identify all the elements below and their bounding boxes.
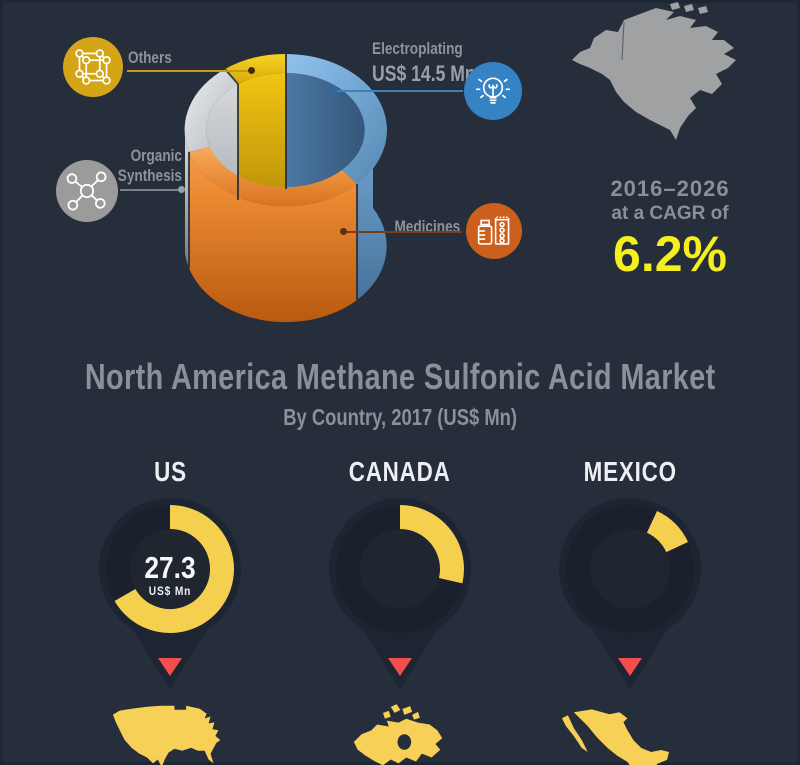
molecule-icon xyxy=(66,171,107,211)
gauge-arc xyxy=(399,505,464,584)
mexico-map xyxy=(561,709,670,765)
page-subtitle: By Country, 2017 (US$ Mn) xyxy=(283,404,517,430)
gauge-center-disc xyxy=(591,530,669,608)
gauge-pin-mexico xyxy=(559,498,701,689)
segment-seams xyxy=(188,54,358,300)
gauge-arc xyxy=(646,510,689,553)
gauge-center-disc xyxy=(131,530,209,608)
organic-synthesis-connector-line xyxy=(120,189,180,191)
page-title: North America Methane Sulfonic Acid Mark… xyxy=(84,356,716,397)
us-map xyxy=(112,705,221,765)
electroplating-label-block: Electroplating US$ 14.5 Mn xyxy=(372,39,476,87)
country-label-us: US xyxy=(153,456,187,487)
medicines-connector-line xyxy=(346,231,462,233)
cagr-callout: 2016–2026 at a CAGR of 6.2% xyxy=(575,176,765,279)
segment-others-inner-wall xyxy=(238,72,286,200)
medicines-label: Medicines xyxy=(394,217,461,236)
gauge-arc xyxy=(114,505,234,633)
gauge-unit: US$ Mn xyxy=(149,585,191,598)
segment-organic-cap xyxy=(184,69,238,152)
electroplating-icon-badge xyxy=(464,62,522,120)
canada-map xyxy=(353,704,443,765)
pin-pointer-triangle xyxy=(618,658,642,676)
pin-tail xyxy=(128,622,212,689)
pin-pointer-triangle xyxy=(388,658,412,676)
segment-medicines-wall xyxy=(189,152,357,323)
ring-chart-3d xyxy=(184,53,387,323)
gauge-track xyxy=(566,505,694,633)
organic-synthesis-icon-badge xyxy=(56,160,118,222)
segment-medicines-cap xyxy=(189,147,357,207)
medicines-icon-badge xyxy=(466,203,522,259)
lightbulb-icon xyxy=(476,77,510,104)
segment-electroplating-cap xyxy=(286,54,387,184)
hudson-bay-cutout xyxy=(397,734,412,750)
cagr-lead-text: at a CAGR of xyxy=(611,203,729,224)
molecule-cube-icon xyxy=(75,49,111,85)
country-label-canada: CANADA xyxy=(349,456,451,487)
pin-tail xyxy=(358,622,442,689)
electroplating-connector-line xyxy=(337,90,463,92)
electroplating-connector-dot xyxy=(330,87,337,94)
gauge-pin-us: 27.3 US$ Mn xyxy=(99,498,241,689)
gauge-value: 27.3 xyxy=(144,551,195,585)
north-america-map xyxy=(572,2,736,140)
organic-synthesis-label: Organic Synthesis xyxy=(117,146,182,186)
medicines-connector-dot xyxy=(340,228,347,235)
others-connector-dot xyxy=(248,67,255,74)
gauge-pin-canada xyxy=(329,498,471,689)
country-label-mexico: MEXICO xyxy=(583,456,677,487)
segment-others-cap xyxy=(225,53,286,84)
organic-synthesis-connector-dot xyxy=(178,186,185,193)
others-label: Others xyxy=(128,48,172,67)
alaska-border-line xyxy=(621,21,625,61)
pin-pointer-triangle xyxy=(158,658,182,676)
cagr-value: 6.2% xyxy=(613,226,727,282)
cagr-period: 2016–2026 xyxy=(610,176,730,201)
gauge-center-disc xyxy=(361,530,439,608)
others-connector-line xyxy=(127,70,255,72)
medicine-bottle-icon xyxy=(477,216,510,245)
others-icon-badge xyxy=(63,37,123,97)
pin-tail xyxy=(588,622,672,689)
